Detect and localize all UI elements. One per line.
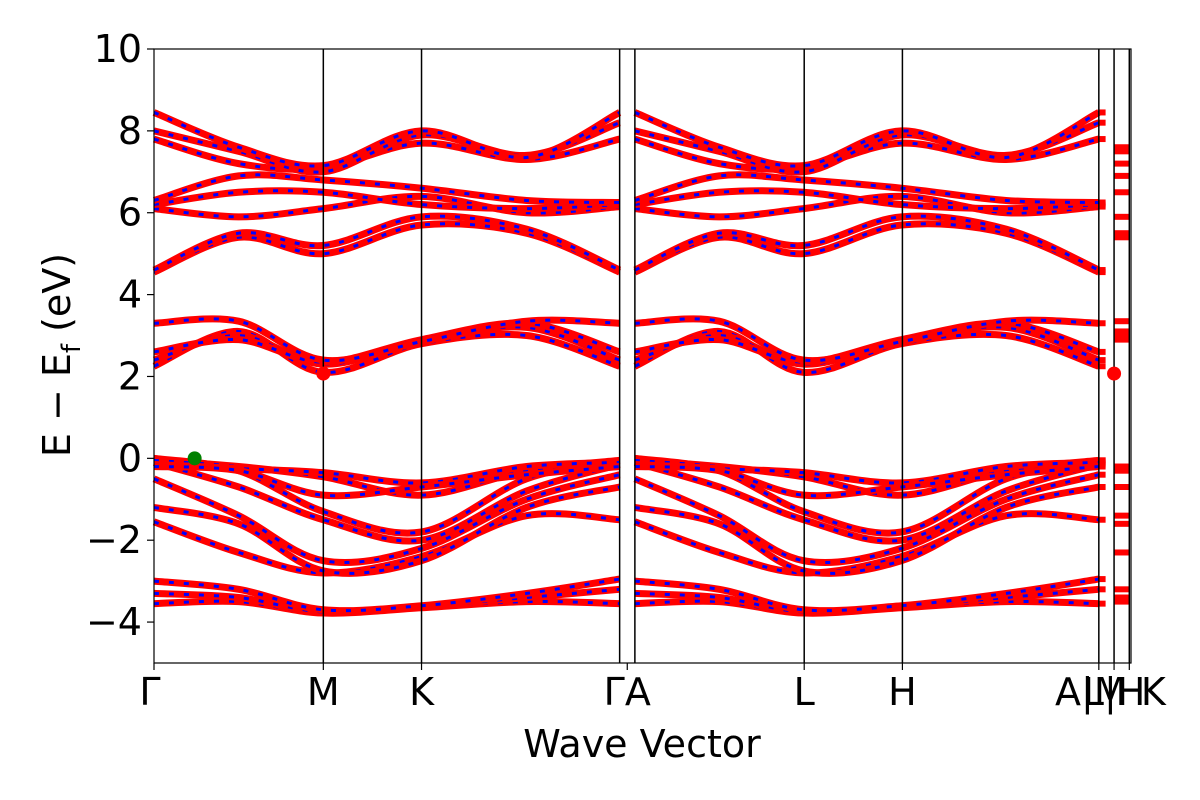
band-line-spin-down [634,587,1099,614]
y-axis-ticks: −4 −2 0 2 4 6 8 10 [86,27,154,644]
x-tick-label: A|M [1055,670,1127,715]
band-line-spin-down [153,473,621,564]
y-axis-label-unit: (eV) [35,253,79,344]
vbm-marker [187,451,202,466]
band-line-spin-down [634,189,1099,211]
y-tick-label: 4 [118,273,142,317]
x-tick-label: K [409,670,435,714]
band-line-spin-up [152,212,622,274]
band-line-spin-down [634,465,1099,498]
x-axis-label: Wave Vector [523,722,761,766]
band-line-spin-down [153,111,621,168]
band-line-spin-down [153,317,620,363]
band-line-spin-down [153,189,620,211]
svg-text:E − Ef (eV): E − Ef (eV) [35,253,87,457]
band-line-spin-up [152,327,621,376]
band-line-spin-down [153,465,620,498]
x-axis-ticks: Γ M K ΓA L H A|ML|HK [139,663,1167,715]
kpoint-lines [322,49,1131,663]
cbm-marker [316,366,331,381]
band-line-spin-down [634,577,1100,613]
band-line-spin-down [153,194,620,219]
y-tick-label: 2 [118,354,142,398]
band-line-spin-down [153,587,620,614]
band-line-spin-down [634,317,1099,363]
band-line-spin-down [634,194,1099,219]
x-tick-label: H [888,670,917,714]
band-line-spin-up [153,459,621,545]
band-line-spin-up [152,510,620,577]
extrema-markers [187,366,1122,466]
band-line-spin-up [634,119,1101,176]
x-tick-label: L|H [1083,670,1146,715]
y-axis-label-sub: f [57,343,87,353]
x-tick-label: Γ [139,670,160,714]
x-tick-label: ΓA [604,670,651,714]
band-line-spin-up [152,220,622,276]
x-tick-label: K [1141,670,1167,714]
band-line-spin-down [153,577,620,613]
band-line-spin-up [633,212,1101,274]
cbm-marker [1107,366,1122,381]
y-tick-label: 0 [118,436,142,480]
band-line-spin-down [153,599,620,615]
band-line-spin-down [634,111,1100,168]
y-tick-label: 10 [94,27,142,71]
band-line-spin-up [633,220,1101,276]
band-line-spin-down [634,473,1100,564]
band-line-spin-down [634,512,1099,575]
band-line-spin-down [634,173,1099,204]
band-line-spin-down [153,485,620,575]
band-line-spin-up [633,459,1100,545]
x-tick-label: L [794,670,815,714]
y-axis-label: E − Ef (eV) [35,253,87,457]
band-line-spin-up [633,327,1100,376]
plot-area [152,109,1130,617]
y-tick-label: 8 [118,109,142,153]
y-axis-label-main: E − E [35,353,79,457]
y-tick-label: −2 [86,518,142,562]
band-line-spin-down [634,485,1100,575]
band-line-spin-down [153,173,620,204]
plot-frame [153,48,1132,664]
y-tick-label: −4 [86,600,142,644]
x-tick-label: M [307,670,340,714]
band-line-spin-down [634,599,1099,615]
band-line-spin-up [153,119,621,176]
y-tick-label: 6 [118,191,142,235]
